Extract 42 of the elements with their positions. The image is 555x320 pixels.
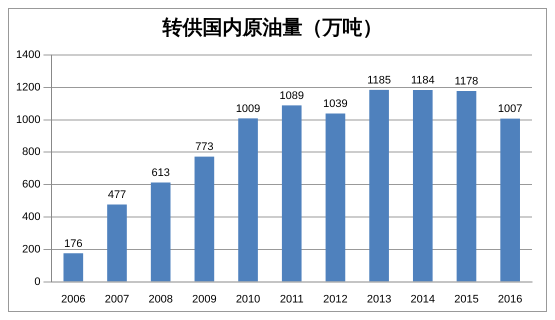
chart-title: 转供国内原油量（万吨） [162,15,382,40]
bar [107,204,127,282]
data-label: 613 [152,167,170,180]
y-tick-label: 400 [22,211,40,224]
y-tick-label: 1000 [16,114,40,126]
x-tick-label: 2007 [104,293,130,306]
data-label: 1007 [498,103,522,116]
data-label: 1178 [454,75,478,88]
y-tick-label: 200 [22,243,40,256]
bar [412,90,433,282]
x-tick-label: 2013 [366,293,392,306]
bar [326,113,346,282]
x-tick-label: 2014 [410,293,436,306]
data-label: 1089 [279,90,304,102]
x-tick-label: 2010 [236,293,260,306]
data-label: 176 [64,238,82,250]
bar [456,90,476,282]
bar [194,156,214,282]
x-tick-label: 2006 [61,293,86,306]
x-tick-label: 2008 [148,293,173,306]
x-tick-label: 2009 [192,293,217,306]
data-label: 1184 [410,74,435,87]
data-label: 1039 [323,98,348,110]
y-tick-label: 800 [22,146,40,158]
x-tick-label: 2015 [454,293,479,306]
x-tick-label: 2011 [280,293,304,306]
data-label: 477 [108,189,126,202]
bar [238,118,258,282]
data-label: 1185 [367,74,391,86]
y-tick-label: 1200 [16,81,40,94]
data-label: 773 [195,141,214,154]
x-tick-label: 2012 [323,293,348,306]
bar [63,253,84,282]
x-tick-label: 2016 [498,293,522,306]
bar [150,182,171,282]
data-label: 1009 [236,102,260,115]
y-tick-label: 0 [34,276,40,288]
bar [282,105,302,282]
y-tick-label: 600 [22,178,40,191]
bar [369,90,389,282]
y-tick-label: 1400 [16,49,40,62]
bar [500,118,520,282]
